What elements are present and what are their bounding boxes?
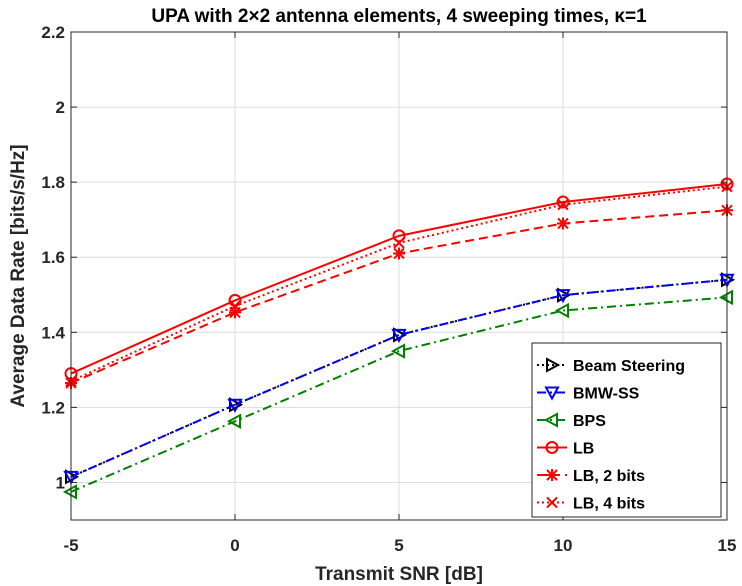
data-point (229, 300, 241, 312)
x-tick-label: 15 (718, 536, 737, 555)
legend-label: BPS (573, 413, 606, 430)
x-tick-label: -5 (63, 536, 78, 555)
legend-marker (546, 357, 561, 373)
series-line (70, 278, 728, 478)
x-axis-label: Transmit SNR [dB] (315, 564, 483, 585)
chart-title: UPA with 2×2 antenna elements, 4 sweepin… (151, 6, 647, 27)
y-tick-label: 1.2 (41, 398, 65, 417)
y-tick-label: 2 (56, 98, 65, 117)
y-axis-label: Average Data Rate [bits/s/Hz] (8, 144, 29, 407)
data-point (554, 302, 569, 319)
legend-marker (546, 496, 558, 509)
legend-label: BMW-SS (573, 386, 640, 403)
data-point (391, 328, 407, 344)
y-tick-label: 1.8 (41, 173, 65, 192)
data-point (393, 247, 405, 260)
data-point (226, 413, 241, 429)
data-point (390, 343, 405, 359)
legend-label: Beam Steering (573, 358, 685, 375)
y-tick-label: 1.4 (41, 323, 65, 342)
data-point (229, 306, 241, 319)
legend-label: LB, 2 bits (573, 468, 645, 485)
legend-marker (545, 441, 559, 454)
ticks: -5 0 5 10 15 1 1.2 1.4 1.6 1.8 2 2.2 (41, 23, 736, 555)
data-point (227, 398, 243, 413)
series-line (70, 278, 728, 478)
legend-label: LB (573, 441, 594, 458)
data-point (556, 195, 570, 209)
x-tick-label: 5 (394, 536, 403, 555)
legend-box (531, 342, 722, 518)
legend-marker (544, 386, 560, 401)
legend: Beam Steering BMW-SS BPS LB LB, 2 bits LB, 4 … (531, 342, 722, 518)
data-point (392, 229, 406, 243)
series-line (70, 183, 728, 375)
data-point (393, 237, 405, 249)
y-tick-label: 1 (56, 473, 65, 492)
grid (70, 31, 728, 520)
legend-label: LB, 4 bits (573, 496, 645, 513)
data-point (557, 198, 569, 211)
x-tick-label: 10 (554, 536, 573, 555)
legend-marker (543, 412, 558, 428)
legend-marker (546, 469, 558, 481)
data-point (555, 289, 571, 304)
series-5 (65, 180, 733, 387)
x-tick-label: 0 (230, 536, 239, 555)
data-point (557, 217, 569, 230)
series-line (70, 296, 728, 493)
y-tick-label: 2.2 (41, 23, 65, 42)
y-tick-label: 1.6 (41, 248, 65, 267)
